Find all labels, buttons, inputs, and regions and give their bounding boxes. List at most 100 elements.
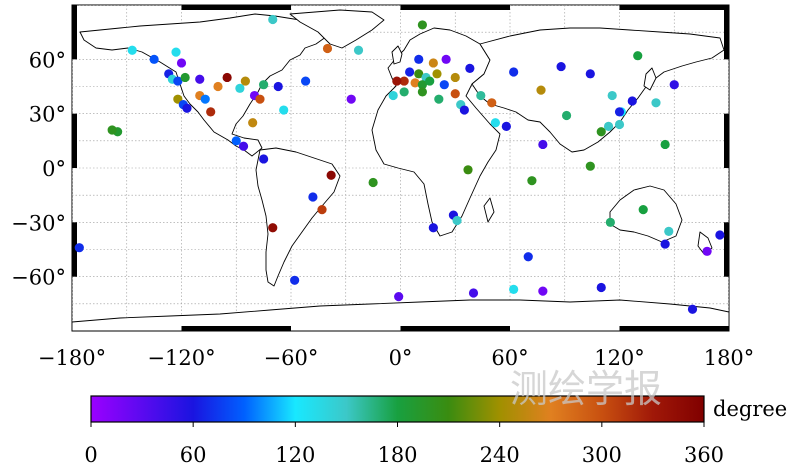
station-marker	[74, 243, 84, 253]
frame-bar-right	[724, 222, 729, 277]
station-marker	[702, 246, 712, 256]
frame-bar-left	[72, 222, 77, 277]
station-marker	[596, 282, 606, 293]
station-marker	[441, 54, 451, 64]
antarctica-outline	[72, 299, 729, 331]
station-marker	[487, 98, 497, 108]
station-marker	[195, 74, 205, 84]
station-marker	[417, 20, 427, 30]
station-marker	[317, 205, 327, 215]
station-marker	[388, 90, 398, 101]
madagascar-outline	[483, 197, 495, 223]
station-marker	[468, 288, 479, 298]
south-america-outline	[255, 147, 341, 287]
colorbar: 0 60 120 180 240 300 360 degree	[84, 395, 787, 467]
lon-tick-label: 180°	[704, 346, 755, 370]
station-marker	[596, 127, 606, 137]
station-marker	[536, 85, 546, 95]
station-marker	[664, 226, 674, 236]
station-marker	[538, 286, 548, 296]
station-marker	[605, 217, 615, 227]
station-marker	[627, 96, 637, 106]
lon-tick-label: −180°	[38, 346, 106, 370]
australia-outline	[609, 185, 683, 243]
station-marker	[501, 121, 511, 131]
station-marker	[450, 72, 460, 83]
station-marker	[463, 165, 473, 175]
station-marker	[127, 45, 137, 55]
station-marker	[633, 51, 643, 61]
colorbar-tick-label: 0	[84, 443, 97, 467]
station-marker	[238, 141, 249, 151]
station-marker	[687, 304, 698, 314]
lon-tick-label: −60°	[264, 346, 319, 370]
station-marker	[465, 63, 475, 73]
station-marker	[425, 76, 435, 86]
lat-tick-label: −30°	[11, 211, 66, 235]
station-marker	[268, 14, 278, 25]
station-marker	[368, 177, 378, 188]
colorbar-ticks: 0 60 120 180 240 300 360	[84, 422, 724, 467]
station-marker	[651, 98, 661, 108]
frame-bar-bottom	[181, 326, 291, 331]
asia-outline	[471, 27, 725, 153]
station-marker	[173, 76, 183, 86]
frame-bar-right	[724, 113, 729, 168]
station-marker	[417, 87, 427, 97]
station-marker	[660, 139, 670, 150]
colorbar-tick-label: 60	[180, 443, 207, 467]
station-marker	[176, 58, 187, 68]
station-marker	[326, 170, 336, 180]
station-marker	[353, 45, 364, 55]
frame-bar-top	[619, 5, 729, 10]
station-marker	[669, 80, 679, 90]
station-marker	[213, 81, 223, 92]
colorbar-tick-label: 240	[480, 443, 520, 467]
station-marker	[476, 90, 486, 101]
station-marker	[660, 239, 670, 249]
station-marker	[638, 205, 648, 215]
lon-tick-label: 0°	[389, 346, 413, 370]
station-marker	[222, 72, 232, 83]
lon-tick-label: 60°	[491, 346, 528, 370]
frame-bar-left	[72, 113, 77, 168]
colorbar-tick-label: 300	[582, 443, 622, 467]
station-marker	[240, 76, 250, 86]
station-marker	[149, 54, 159, 64]
station-marker	[180, 72, 190, 83]
colorbar-tick-label: 360	[684, 443, 724, 467]
axis-tick-labels: −180° −120° −60° 0° 60° 120° 180° 60° 30° 0° −30° −…	[11, 48, 754, 370]
station-markers	[74, 14, 725, 314]
station-marker	[392, 76, 402, 86]
station-marker	[603, 121, 614, 131]
station-marker	[614, 107, 625, 117]
station-marker	[607, 90, 617, 101]
greenland-outline	[289, 9, 385, 49]
station-marker	[290, 275, 300, 285]
station-marker	[614, 119, 625, 130]
station-marker	[308, 192, 318, 202]
lon-tick-label: −120°	[147, 346, 215, 370]
colorbar-tick-label: 120	[275, 443, 315, 467]
frame-bar-top	[400, 5, 510, 10]
station-marker	[273, 81, 283, 92]
station-marker	[715, 230, 725, 240]
station-marker	[538, 139, 548, 150]
station-marker	[432, 69, 442, 79]
frame-bar-right	[724, 5, 729, 60]
station-marker	[439, 80, 449, 90]
station-marker	[107, 125, 117, 135]
frame-bar-left	[72, 5, 77, 60]
station-marker	[428, 223, 438, 233]
station-marker	[231, 136, 241, 146]
station-marker	[452, 215, 462, 226]
station-marker	[556, 61, 566, 72]
station-marker	[301, 76, 311, 86]
japan-outline	[643, 67, 657, 91]
station-marker	[561, 110, 572, 121]
north-america-outline	[79, 13, 331, 157]
station-marker	[394, 291, 404, 302]
station-marker	[410, 78, 420, 88]
frame-bar-bottom	[400, 326, 510, 331]
